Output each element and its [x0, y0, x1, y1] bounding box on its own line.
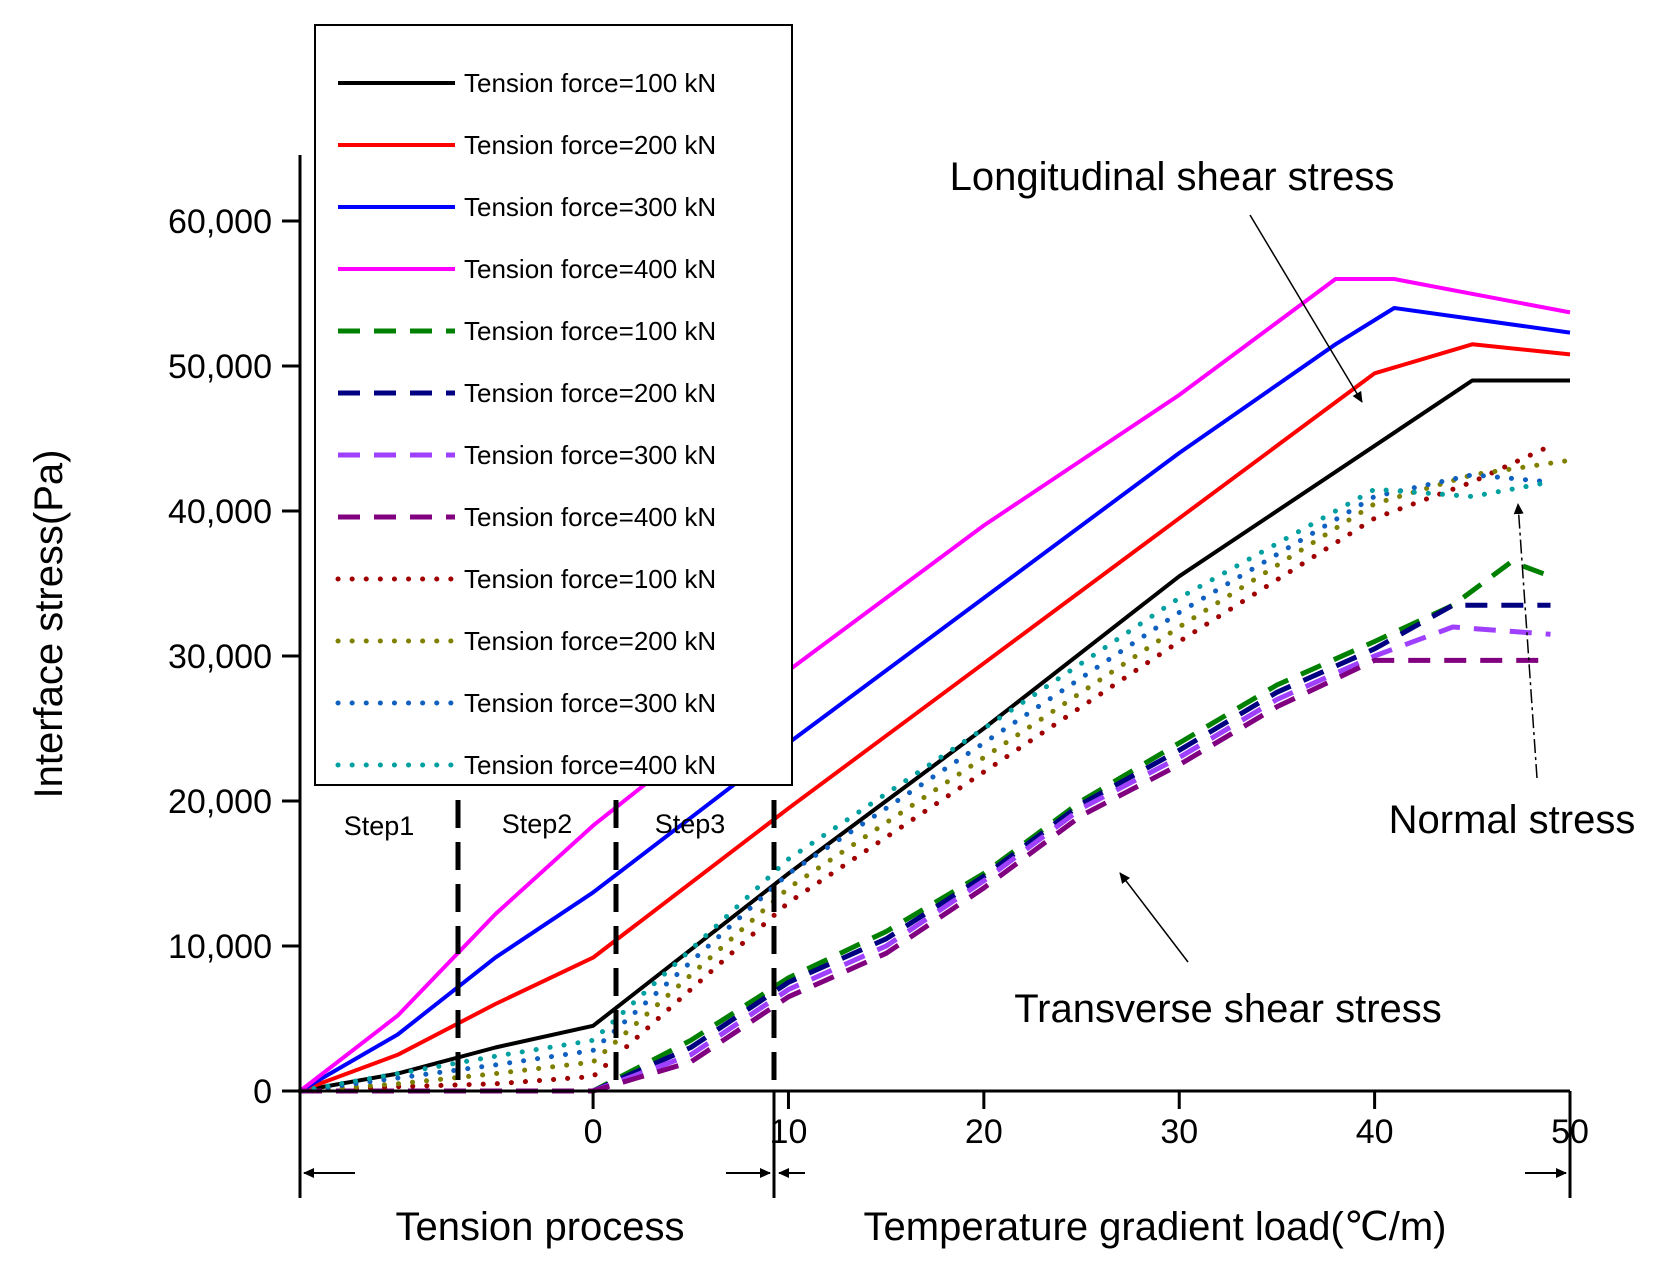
annotation-normal: Normal stress — [1389, 798, 1636, 842]
x-tick-label: 30 — [1160, 1113, 1198, 1151]
legend-label: Tension force=100 kN — [464, 316, 716, 346]
series-line-solid-300kN — [298, 306, 1571, 1093]
annotations: Longitudinal shear stress Normal stress … — [950, 155, 1636, 1031]
annotation-longitudinal: Longitudinal shear stress — [950, 155, 1395, 199]
x-tick-label: 0 — [584, 1113, 603, 1151]
plot-area — [297, 277, 1573, 1094]
legend-label: Tension force=200 kN — [464, 626, 716, 656]
y-tick-label: 40,000 — [168, 493, 272, 531]
legend-label: Tension force=300 kN — [464, 688, 716, 718]
step-dividers — [455, 800, 777, 1198]
annotation-transverse: Transverse shear stress — [1014, 987, 1442, 1031]
y-ticks: 0 10,000 20,000 30,000 40,000 50,000 60,000 — [168, 203, 300, 1111]
y-tick-label: 50,000 — [168, 348, 272, 386]
x-tick-label: 10 — [770, 1113, 808, 1151]
x-axis-title-temperature: Temperature gradient load(℃/m) — [864, 1205, 1447, 1249]
legend: Tension force=100 kN Tension force=200 kN… — [314, 24, 793, 786]
series-line-dash-200kN — [300, 602, 1551, 1094]
legend-label: Tension force=300 kN — [464, 440, 716, 470]
y-tick-label: 60,000 — [168, 203, 272, 241]
step-label-1: Step1 — [344, 811, 415, 841]
series-line-dot-300kN — [297, 472, 1553, 1094]
x-ticks: 0 10 20 30 40 50 — [584, 1091, 1589, 1151]
y-tick-label: 10,000 — [168, 928, 272, 966]
legend-label: Tension force=300 kN — [464, 192, 716, 222]
series-line-dash-400kN — [300, 657, 1551, 1094]
series-line-dash-100kN — [300, 559, 1552, 1094]
series-line-solid-100kN — [299, 378, 1570, 1093]
series-line-solid-200kN — [299, 342, 1571, 1093]
x-axis-title-tension: Tension process — [395, 1205, 684, 1249]
y-axis-title: Interface stress(Pa) — [27, 449, 71, 798]
legend-label: Tension force=100 kN — [464, 564, 716, 594]
series-group — [297, 277, 1573, 1094]
series-line-solid-400kN — [298, 277, 1571, 1093]
x-tick-label: 50 — [1551, 1113, 1589, 1151]
legend-items: Tension force=100 kN Tension force=200 kN… — [335, 68, 716, 780]
annotation-normal-arrow — [1513, 503, 1538, 779]
legend-label: Tension force=400 kN — [464, 254, 716, 284]
axes: 0 10,000 20,000 30,000 40,000 50,000 60,000 0 1… — [168, 155, 1589, 1198]
x-tick-label: 40 — [1356, 1113, 1394, 1151]
step-label-3: Step3 — [655, 809, 726, 839]
step-label-2: Step2 — [502, 809, 573, 839]
legend-label: Tension force=200 kN — [464, 130, 716, 160]
y-tick-label: 30,000 — [168, 638, 272, 676]
legend-label: Tension force=200 kN — [464, 378, 716, 408]
legend-label: Tension force=400 kN — [464, 750, 716, 780]
x-tick-label: 20 — [965, 1113, 1003, 1151]
y-tick-label: 20,000 — [168, 783, 272, 821]
legend-label: Tension force=400 kN — [464, 502, 716, 532]
step-labels: Step1 Step2 Step3 — [344, 809, 726, 841]
legend-box — [314, 24, 793, 786]
annotation-transverse-arrow — [1119, 872, 1189, 963]
series-line-dash-300kN — [300, 624, 1551, 1094]
legend-label: Tension force=100 kN — [464, 68, 716, 98]
y-tick-label: 0 — [253, 1073, 272, 1111]
annotation-longitudinal-arrow — [1249, 214, 1363, 403]
